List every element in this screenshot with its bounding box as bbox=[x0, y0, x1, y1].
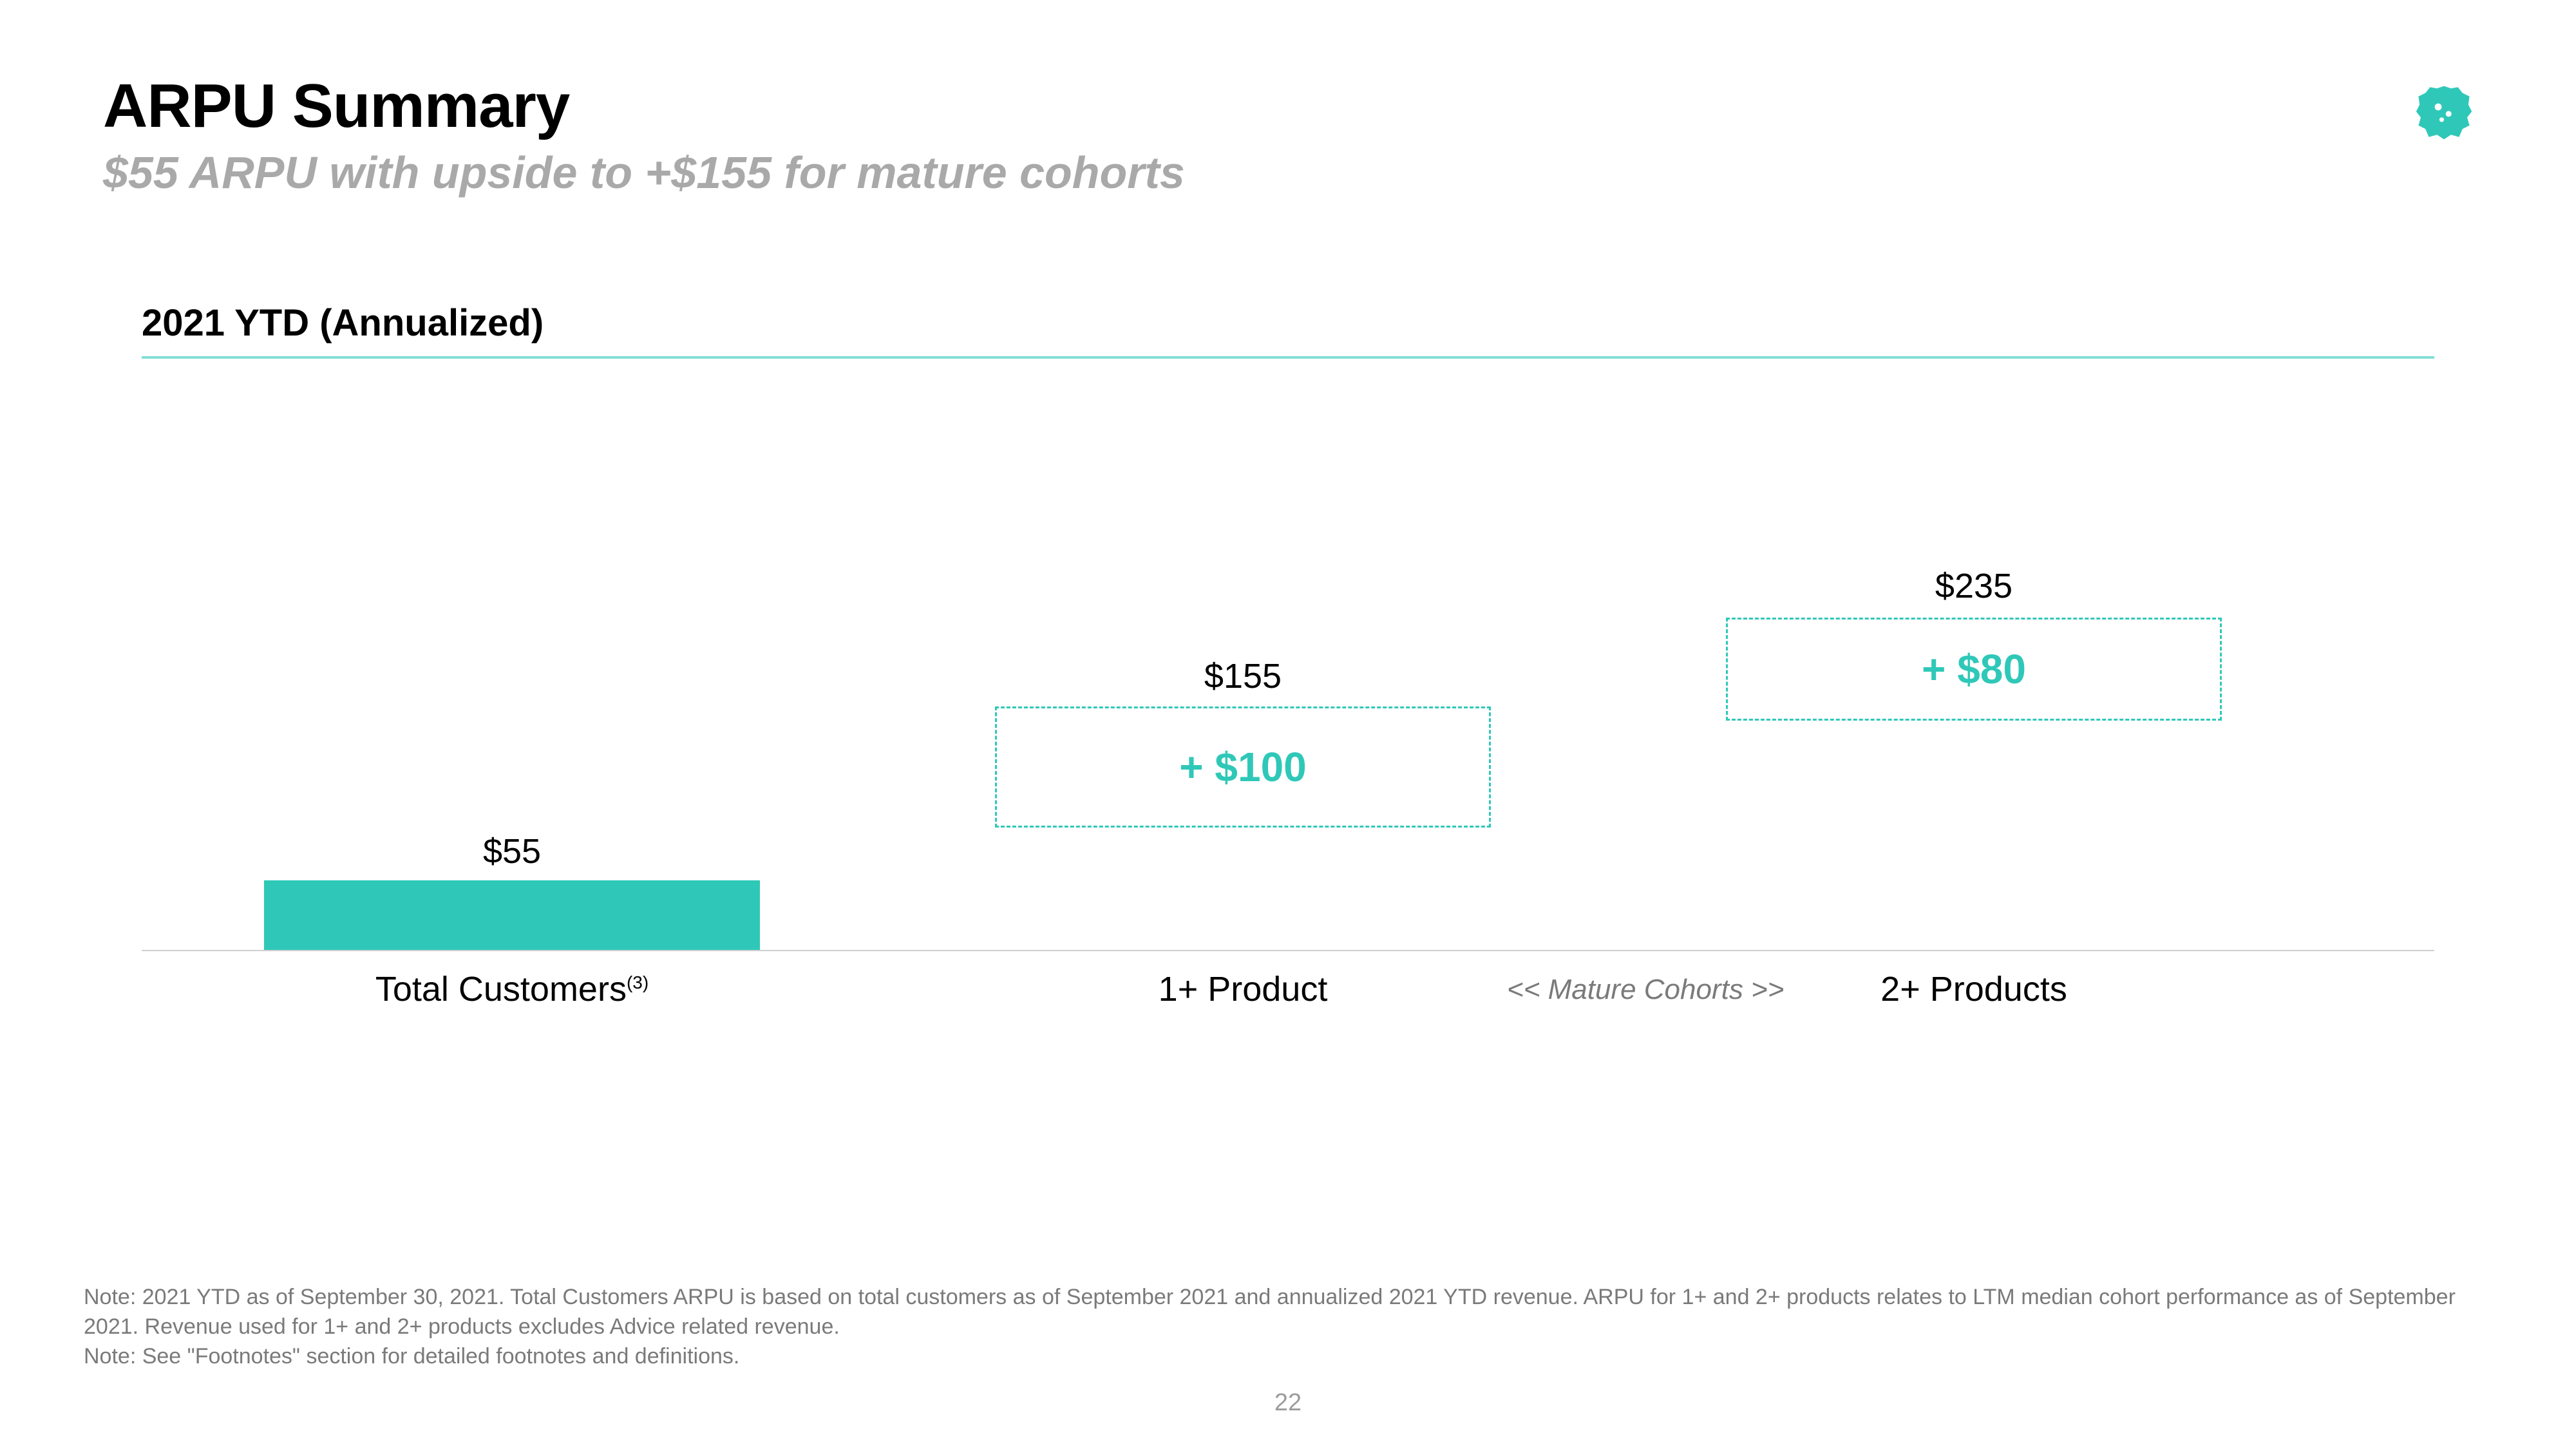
footnote-line: Note: See "Footnotes" section for detail… bbox=[84, 1342, 2492, 1372]
slide: ARPU Summary $55 ARPU with upside to +$1… bbox=[0, 0, 2576, 1449]
footnote-line: Note: 2021 YTD as of September 30, 2021.… bbox=[84, 1283, 2492, 1342]
page-number: 22 bbox=[1274, 1389, 1302, 1417]
axis-label: 1+ Product bbox=[1159, 969, 1328, 1009]
chart-baseline bbox=[142, 950, 2434, 951]
arpu-chart: $55 Total Customers(3) $155 + $100 1+ Pr… bbox=[142, 359, 2434, 1028]
dashed-box: + $100 bbox=[995, 706, 1491, 828]
page-title: ARPU Summary bbox=[103, 71, 2473, 142]
increment-label: + $80 bbox=[1922, 645, 2026, 693]
brand-logo-icon bbox=[2415, 84, 2473, 142]
axis-label-text: 2+ Products bbox=[1880, 970, 2067, 1009]
axis-label-text: 1+ Product bbox=[1159, 970, 1328, 1009]
axis-label: Total Customers(3) bbox=[375, 969, 649, 1009]
dashed-box: + $80 bbox=[1726, 618, 2222, 721]
axis-label-sup: (3) bbox=[627, 972, 649, 992]
axis-label-text: Total Customers bbox=[375, 970, 627, 1009]
value-label: $155 bbox=[1204, 656, 1282, 696]
axis-label: 2+ Products bbox=[1880, 969, 2067, 1009]
increment-label: + $100 bbox=[1179, 743, 1307, 791]
value-label: $55 bbox=[483, 831, 541, 871]
section-heading: 2021 YTD (Annualized) bbox=[142, 301, 2473, 345]
footnotes: Note: 2021 YTD as of September 30, 2021.… bbox=[84, 1283, 2492, 1372]
value-label: $235 bbox=[1935, 566, 2012, 606]
solid-bar bbox=[264, 880, 760, 950]
cohort-note: << Mature Cohorts >> bbox=[1507, 974, 1784, 1006]
page-subtitle: $55 ARPU with upside to +$155 for mature… bbox=[103, 147, 2473, 198]
